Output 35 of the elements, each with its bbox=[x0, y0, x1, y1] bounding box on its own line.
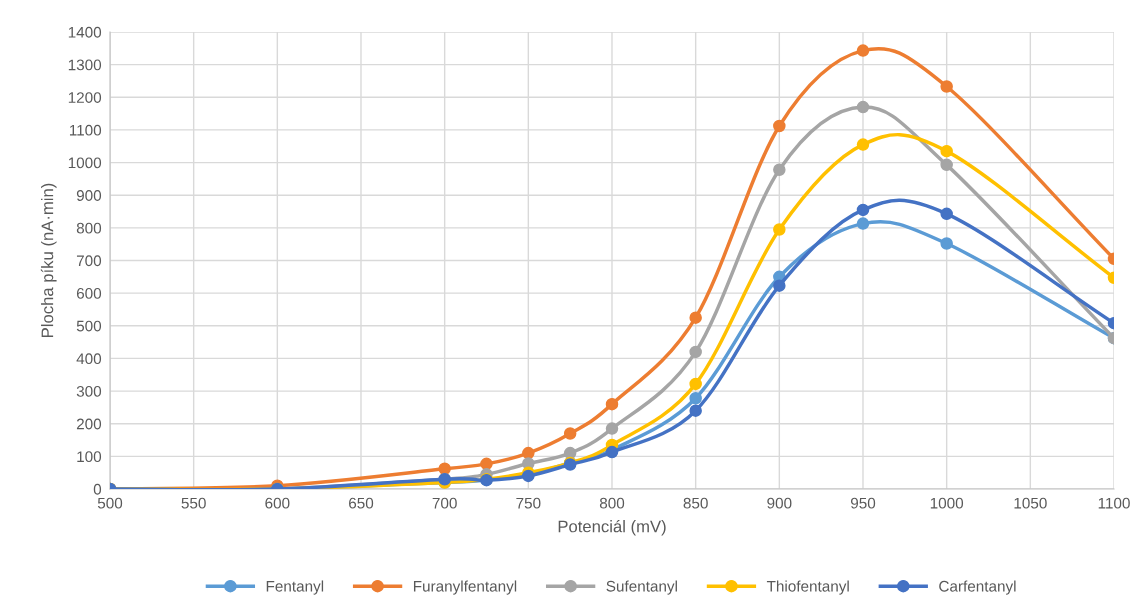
x-axis-title: Potenciál (mV) bbox=[558, 519, 666, 536]
x-tick-label: 800 bbox=[599, 497, 625, 509]
y-tick-label: 600 bbox=[76, 288, 102, 299]
legend-label: Thiofentanyl bbox=[766, 580, 849, 595]
y-tick-label: 500 bbox=[76, 320, 102, 332]
x-tick-label: 950 bbox=[850, 497, 876, 509]
x-tick-label: 550 bbox=[181, 497, 206, 509]
y-tick-label: 900 bbox=[76, 190, 102, 201]
x-tick-label: 750 bbox=[516, 497, 541, 509]
x-tick-label: 900 bbox=[767, 497, 792, 509]
y-tick-label: 0 bbox=[93, 483, 102, 495]
x-tick-label: 1050 bbox=[1014, 497, 1047, 509]
y-tick-label: 1200 bbox=[68, 92, 102, 103]
x-tick-label: 850 bbox=[683, 497, 708, 509]
y-tick-label: 1100 bbox=[69, 124, 102, 136]
x-tick-label: 700 bbox=[432, 497, 457, 509]
y-axis-title: Plocha píku (nA·min) bbox=[40, 183, 57, 337]
x-tick-label: 600 bbox=[265, 497, 290, 509]
y-tick-label: 700 bbox=[76, 255, 102, 267]
legend-label: Sufentanyl bbox=[606, 580, 677, 595]
x-tick-label: 1000 bbox=[930, 497, 964, 509]
y-tick-label: 200 bbox=[76, 418, 102, 430]
legend-label: Furanylfentanyl bbox=[413, 580, 517, 595]
y-tick-label: 100 bbox=[77, 451, 102, 463]
y-tick-label: 1300 bbox=[68, 59, 102, 71]
x-tick-label: 500 bbox=[97, 497, 123, 509]
y-tick-label: 1400 bbox=[68, 26, 102, 38]
y-tick-label: 1000 bbox=[68, 157, 102, 169]
y-tick-label: 300 bbox=[76, 385, 102, 397]
y-tick-label: 800 bbox=[76, 222, 102, 234]
x-tick-label: 1100 bbox=[1098, 497, 1130, 509]
legend-label: Fentanyl bbox=[266, 580, 324, 595]
y-tick-label: 400 bbox=[76, 353, 102, 365]
legend-label: Carfentanyl bbox=[939, 580, 1016, 595]
x-tick-label: 650 bbox=[349, 497, 374, 509]
